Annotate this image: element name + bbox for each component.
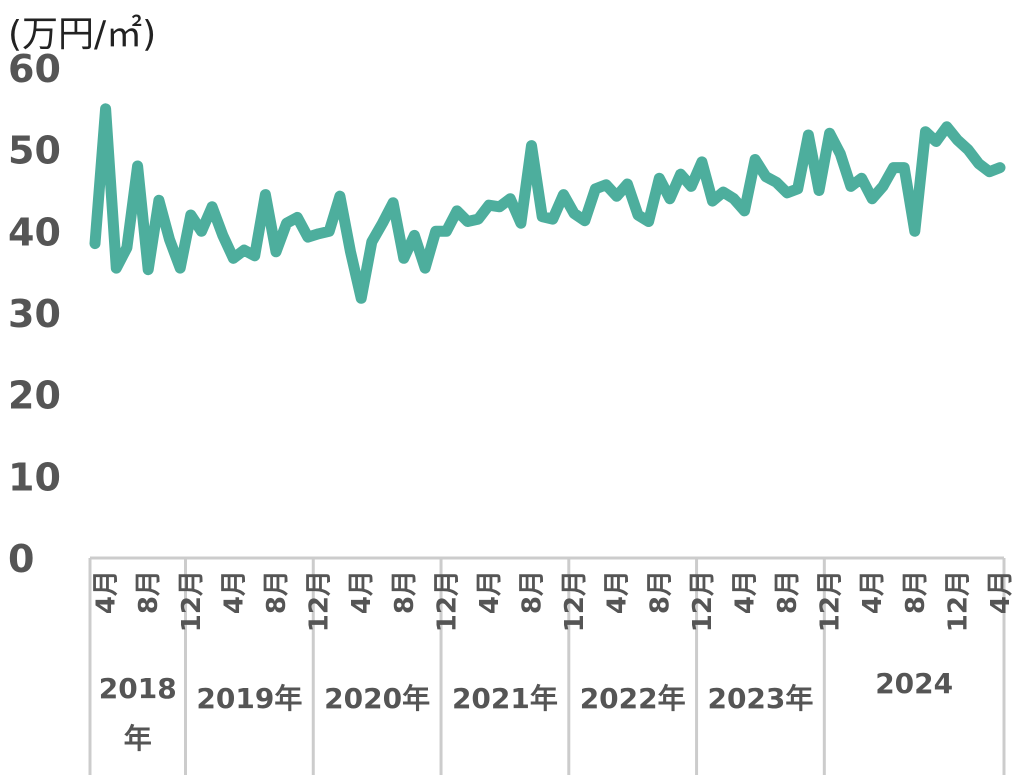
month-label: 8月 — [645, 570, 675, 614]
series-layer — [89, 103, 1006, 304]
month-label: 12月 — [432, 570, 462, 632]
month-label: 4月 — [475, 570, 505, 614]
year-label: 2023年 — [707, 682, 813, 715]
year-label: 2021年 — [452, 682, 558, 715]
y-tick-40: 40 — [8, 210, 61, 254]
year-label: 2024 — [875, 667, 953, 700]
month-label: 8月 — [518, 570, 548, 614]
x-axis-month-labels: 4月 8月 12月 4月 8月 12月 4月 8月 12月 4月 8月 12月 4月 8月 12月 4月 8月 1… — [92, 570, 1016, 632]
year-label: 2019年 — [196, 682, 302, 715]
month-label: 8月 — [134, 570, 164, 614]
y-tick-20: 20 — [8, 374, 61, 418]
month-label: 12月 — [177, 570, 207, 632]
month-label: 4月 — [730, 570, 760, 614]
month-label: 4月 — [858, 570, 888, 614]
year-label: 年 — [124, 722, 152, 755]
month-label: 8月 — [262, 570, 292, 614]
month-label: 4月 — [986, 570, 1016, 614]
y-tick-30: 30 — [8, 292, 61, 336]
y-tick-50: 50 — [8, 129, 61, 173]
month-label: 4月 — [219, 570, 249, 614]
y-tick-10: 10 — [8, 455, 61, 499]
year-label: 2022年 — [580, 682, 686, 715]
month-label: 4月 — [92, 570, 122, 614]
month-label: 4月 — [347, 570, 377, 614]
month-label: 12月 — [943, 570, 973, 632]
year-label: 2020年 — [324, 682, 430, 715]
unit-label: (万円/㎡) — [8, 13, 156, 55]
month-label: 8月 — [773, 570, 803, 614]
month-label: 8月 — [390, 570, 420, 614]
y-tick-0: 0 — [8, 537, 34, 581]
month-label: 12月 — [688, 570, 718, 632]
y-tick-60: 60 — [8, 47, 61, 91]
month-label: 8月 — [901, 570, 931, 614]
year-label: 2018 — [99, 672, 177, 705]
month-label: 4月 — [603, 570, 633, 614]
series-line — [89, 103, 1006, 304]
x-axis-year-labels: 2018 年 2019年 2020年 2021年 2022年 2023年 2024 — [99, 667, 953, 755]
month-label: 12月 — [560, 570, 590, 632]
month-label: 12月 — [305, 570, 335, 632]
x-axis — [88, 556, 1006, 775]
month-label: 12月 — [816, 570, 846, 632]
y-axis-ticks: 0 10 20 30 40 50 60 — [8, 47, 61, 581]
